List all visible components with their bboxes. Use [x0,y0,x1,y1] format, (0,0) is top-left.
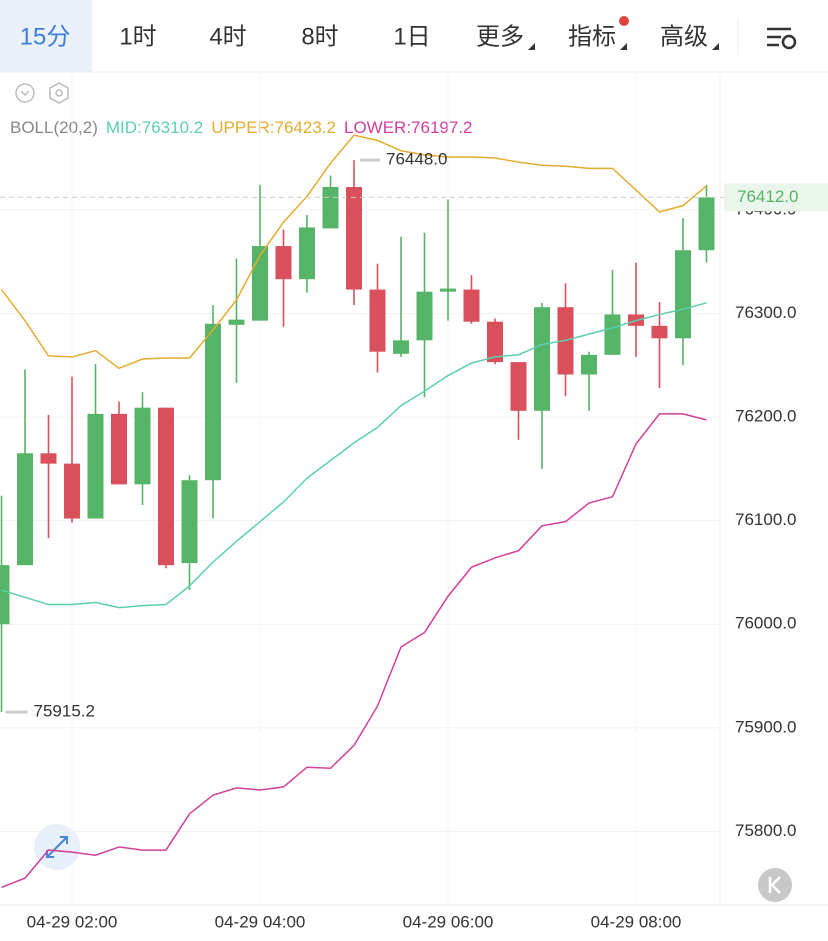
dropdown-caret [712,43,719,50]
candle-body [604,314,621,355]
legend-entry: MID:76310.2 [106,118,203,137]
candle-body [675,250,691,339]
x-tick-label: 04-29 04:00 [215,912,306,931]
tab[interactable]: 高级 [660,23,708,50]
tab[interactable]: 1日 [393,23,430,50]
kline-button[interactable] [758,868,792,902]
legend-entry: LOWER:76197.2 [344,118,473,137]
x-tick-label: 04-29 08:00 [591,912,682,931]
candle-body [134,407,151,485]
candle-body [252,246,268,321]
candle-body [440,288,456,292]
notification-dot [619,16,629,26]
candle-body [534,307,550,411]
tab[interactable]: 4时 [209,23,246,50]
candle-body [205,323,221,481]
boll-line [0,134,707,370]
candle-body [87,413,104,519]
last-price-label: 76412.0 [737,187,798,206]
boll-line [1,302,707,609]
candle-body [275,246,292,280]
settings-icon[interactable] [767,27,797,50]
boll-line [1,413,707,889]
tab[interactable]: 指标 [568,23,616,50]
candle-body [346,187,362,290]
zoom-button[interactable] [34,824,80,870]
candle-body [299,227,315,280]
tab-selected-bg [0,0,92,72]
legend-entry: UPPER:76423.2 [211,118,336,137]
y-tick-label: 76000.0 [735,614,796,633]
tab[interactable]: 8时 [301,23,338,50]
candle-body [698,197,715,251]
x-tick-label: 04-29 02:00 [27,912,118,931]
candle-body [17,453,33,566]
candle-body [487,321,503,363]
plot-area [0,134,715,889]
tab[interactable]: 1时 [119,23,156,50]
candle-body [64,463,80,519]
candle-body [510,362,527,411]
candle-body [40,453,57,464]
high-marker-label: 76448.0 [386,150,447,169]
candle-body [369,289,386,352]
candle-body [228,319,245,325]
candle-body [463,289,480,322]
candle-body [416,291,433,341]
tab[interactable]: 更多 [476,23,524,50]
low-marker-label: 75915.2 [34,702,95,721]
tab[interactable]: 15分 [20,23,71,50]
candle-body [181,480,198,564]
candle-body [581,354,597,375]
indicator-legend: BOLL(20,2) MID:76310.2 UPPER:76423.2 LOWER:… [10,118,473,137]
y-tick-label: 76300.0 [735,303,796,322]
y-tick-label: 76100.0 [735,510,796,529]
collapse-icon[interactable] [15,83,35,103]
indicator-settings-icon[interactable] [49,82,69,104]
y-tick-label: 75900.0 [735,717,796,736]
y-tick-label: 76200.0 [735,406,796,425]
dropdown-caret [620,43,627,50]
candle-body [393,340,409,354]
candle-body [651,325,668,339]
dropdown-caret [528,43,535,50]
candle-body [322,187,339,229]
x-tick-label: 04-29 06:00 [403,912,494,931]
last-price-box [724,183,828,212]
candle-body [111,413,127,485]
y-tick-label: 75800.0 [735,821,796,840]
candle-body [158,407,174,566]
candle-body [0,565,10,625]
indicator-name: BOLL(20,2) [10,118,98,137]
